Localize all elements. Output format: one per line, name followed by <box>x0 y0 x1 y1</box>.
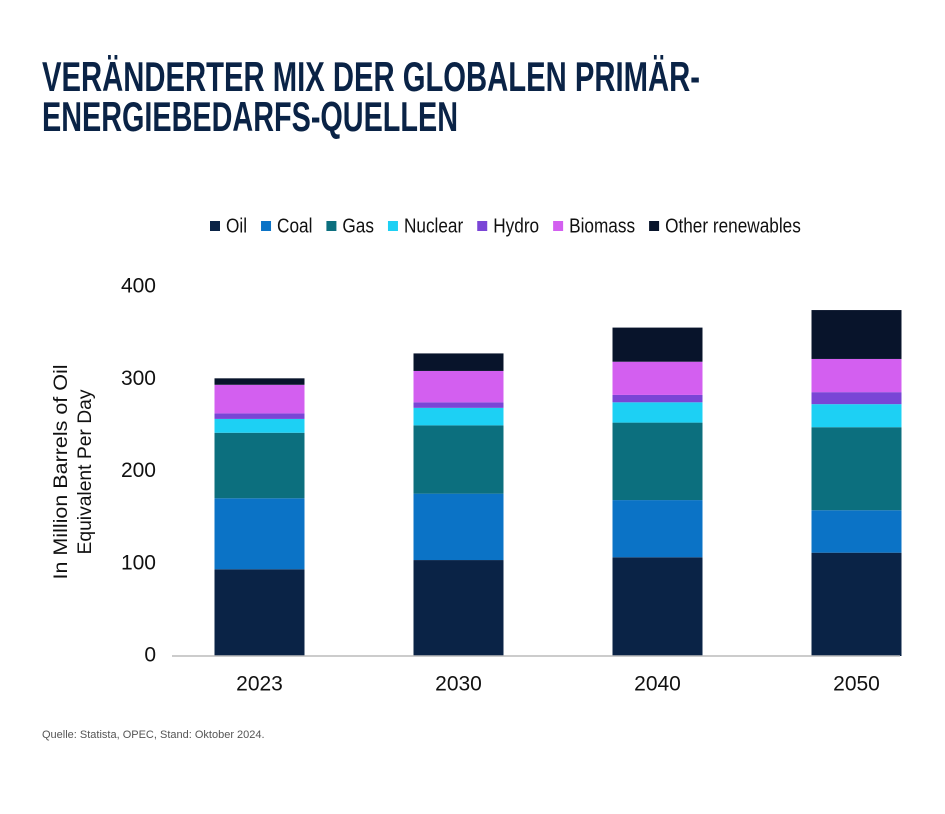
bar-segment <box>811 552 902 656</box>
bar-segment <box>413 407 504 426</box>
legend-label: Coal <box>277 215 312 237</box>
bar-segment <box>811 510 902 553</box>
y-tick-label: 200 <box>121 459 156 482</box>
bar-segment <box>811 358 902 393</box>
legend-swatch <box>210 221 220 231</box>
legend-swatch <box>553 221 564 231</box>
x-tick-label: 2030 <box>435 673 482 696</box>
bar-segment <box>413 402 504 408</box>
legend-swatch <box>477 221 488 231</box>
bar-segment <box>612 557 703 656</box>
bar-segment <box>612 422 703 501</box>
legend-swatch <box>326 221 337 231</box>
x-tick-label: 2050 <box>833 673 880 696</box>
legend-label: Oil <box>226 215 247 237</box>
bar-segment <box>612 402 703 423</box>
bar-segment <box>612 327 703 362</box>
source-note: Quelle: Statista, OPEC, Stand: Oktober 2… <box>42 729 265 741</box>
bar-segment <box>612 361 703 395</box>
bar-segment <box>811 404 902 428</box>
legend-label: Other renewables <box>665 215 801 237</box>
y-axis-label: In Million Barrels of Oil Equivalent Per… <box>51 365 96 580</box>
x-tick-label: 2040 <box>634 673 681 696</box>
y-tick-label: 400 <box>121 275 156 298</box>
y-tick-label: 0 <box>144 644 156 667</box>
bar-segment <box>612 500 703 558</box>
bar-segment <box>811 427 902 511</box>
legend-swatch <box>649 221 660 231</box>
y-tick-label: 300 <box>121 367 156 390</box>
chart-title: VERÄNDERTER MIX DER GLOBALEN PRIMÄR- <box>42 53 700 100</box>
chart-title: ENERGIEBEDARFS-QUELLEN <box>42 93 458 140</box>
legend-label: Biomass <box>569 215 635 237</box>
bar-segment <box>214 418 305 433</box>
legend-swatch <box>261 221 272 231</box>
bar-segment <box>413 370 504 403</box>
bar-segment <box>811 392 902 405</box>
bar-segment <box>214 432 305 499</box>
bar-segment <box>811 310 902 359</box>
bar-segment <box>214 378 305 385</box>
bar-segment <box>612 394 703 403</box>
bar-segment <box>413 560 504 656</box>
bar-segment <box>214 569 305 656</box>
bar-segment <box>413 493 504 561</box>
y-axis-label-line: Equivalent Per Day <box>75 389 96 554</box>
legend-label: Nuclear <box>404 215 464 237</box>
legend-label: Gas <box>342 215 374 237</box>
bar-segment <box>214 413 305 419</box>
legend-label: Hydro <box>493 215 539 237</box>
legend-swatch <box>387 221 398 231</box>
bar-segment <box>214 498 305 570</box>
y-tick-label: 100 <box>121 551 156 574</box>
bar-segment <box>413 353 504 371</box>
bar-segment <box>214 384 305 414</box>
x-tick-label: 2023 <box>236 673 283 696</box>
y-axis-label-line: In Million Barrels of Oil <box>51 365 72 580</box>
bar-segment <box>413 425 504 494</box>
